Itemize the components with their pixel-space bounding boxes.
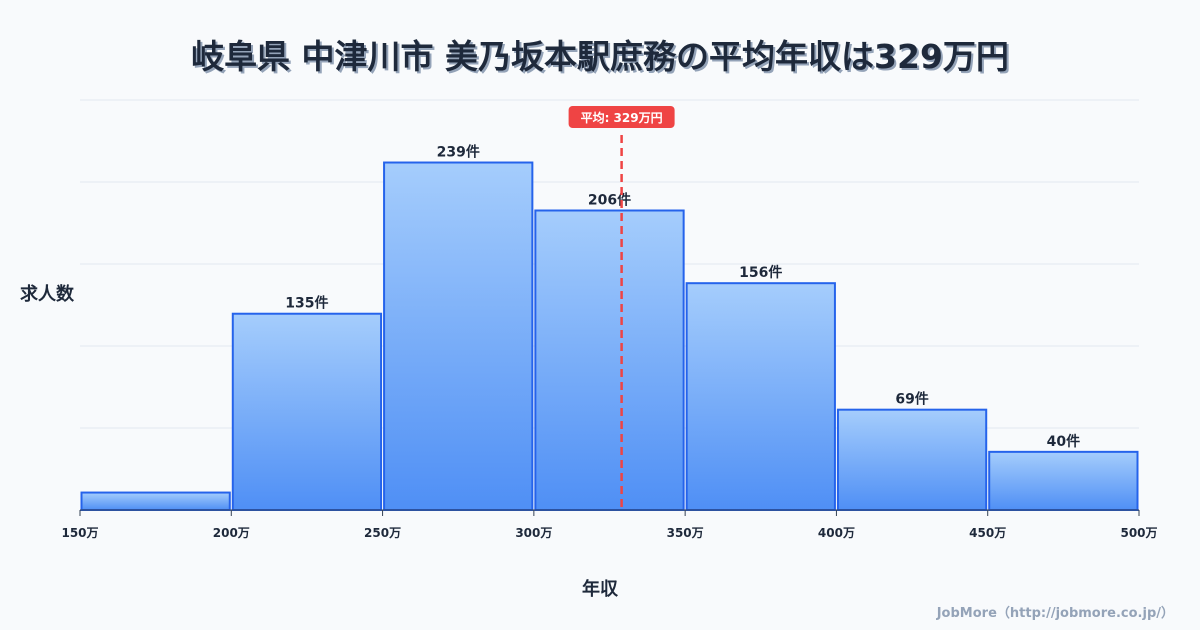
x-tick-label: 200万: [213, 526, 250, 540]
histogram-bar: [231, 312, 383, 512]
x-tick-label: 250万: [364, 526, 401, 540]
y-axis-label: 求人数: [20, 284, 74, 305]
x-tick-label: 150万: [61, 526, 98, 540]
x-axis-label: 年収: [582, 579, 618, 600]
bar-value-label: 40件: [1047, 433, 1080, 450]
histogram-bar: [988, 450, 1139, 511]
x-tick-label: 450万: [969, 526, 1006, 540]
bar-value-label: 156件: [739, 264, 782, 281]
mean-label: 平均: 329万円: [581, 110, 663, 125]
histogram-bar: [80, 491, 231, 511]
histogram-bar: [685, 282, 836, 512]
x-tick-label: 350万: [667, 526, 704, 540]
x-tick-label: 400万: [818, 526, 855, 540]
mean-label-badge: [568, 106, 675, 128]
bar-value-label: 206件: [588, 191, 631, 208]
histogram-bar: [836, 408, 988, 511]
histogram-bar: [383, 161, 534, 511]
x-tick-label: 300万: [515, 526, 552, 540]
bar-value-label: 239件: [437, 144, 480, 161]
x-tick-label: 500万: [1120, 526, 1157, 540]
chart-title: 岐阜県 中津川市 美乃坂本駅庶務の平均年収は329万円: [191, 37, 1009, 76]
bar-value-label: 69件: [895, 391, 928, 408]
credit-text: JobMore（http://jobmore.co.jp/）: [936, 606, 1174, 621]
histogram-bar: [534, 209, 685, 511]
bar-value-label: 135件: [285, 295, 328, 312]
